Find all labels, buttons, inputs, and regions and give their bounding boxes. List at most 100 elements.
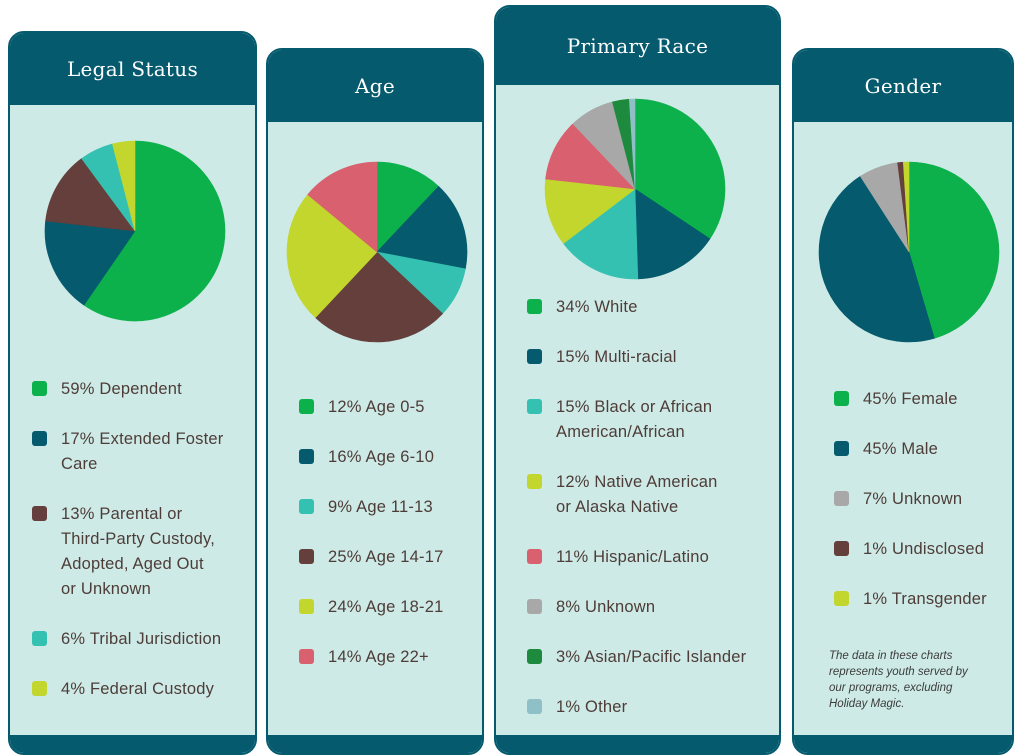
age-legend: 12% Age 0-5 16% Age 6-10 9% Age 11-13 25% A… — [299, 395, 479, 675]
legend-swatch — [32, 631, 47, 646]
legend-item-1-undisclosed: 1% Undisclosed — [834, 537, 984, 562]
legend-label-line: 17% Extended Foster — [61, 430, 224, 448]
legend-swatch — [32, 506, 47, 521]
legend-item-3-asian-pacific-islander: 3% Asian/Pacific Islander — [527, 645, 746, 670]
legend-swatch — [527, 474, 542, 489]
legend-label-line: 45% Female — [863, 390, 958, 408]
legend-swatch — [32, 431, 47, 446]
legend-swatch — [527, 349, 542, 364]
legend-label-line: 9% Age 11-13 — [328, 498, 433, 516]
legend-swatch — [527, 549, 542, 564]
legend-item-4-federal-custody: 4% Federal Custody — [32, 677, 214, 702]
legend-swatch — [299, 549, 314, 564]
legend-item-59-dependent: 59% Dependent — [32, 377, 182, 402]
legend-item-45-female: 45% Female — [834, 387, 958, 412]
legend-item-15-black-or-african-american-african: 15% Black or African American/African — [527, 395, 712, 445]
legend-swatch — [527, 699, 542, 714]
legend-label-line: 25% Age 14-17 — [328, 548, 444, 566]
legend-label-line: 14% Age 22+ — [328, 648, 429, 666]
legend-label-line: 1% Undisclosed — [863, 540, 985, 558]
legend-item-7-unknown: 7% Unknown — [834, 487, 962, 512]
legend-item-1-other: 1% Other — [527, 695, 627, 720]
card-footer-bar — [10, 735, 255, 753]
card-footer-bar — [268, 735, 482, 753]
legend-label: 59% Dependent — [61, 377, 182, 402]
legend-label-line: Care — [61, 455, 98, 473]
legend-swatch — [299, 449, 314, 464]
legend-swatch — [527, 599, 542, 614]
footnote-line: our programs, excluding — [829, 682, 953, 694]
legend-label: 8% Unknown — [556, 595, 655, 620]
legend-label-line: 59% Dependent — [61, 380, 182, 398]
legend-swatch — [299, 399, 314, 414]
gender-legend: 45% Female 45% Male 7% Unknown 1% Undisclos… — [834, 387, 1010, 627]
legend-label: 15% Black or African American/African — [556, 395, 712, 445]
footnote-line: The data in these charts — [829, 650, 953, 662]
legend-swatch — [32, 381, 47, 396]
legend-label: 45% Female — [863, 387, 958, 412]
legend-swatch — [299, 649, 314, 664]
legend-label-line: 11% Hispanic/Latino — [556, 548, 710, 566]
pie-slice-1-other — [628, 98, 636, 190]
pie-slice-4-federal-custody — [112, 140, 136, 232]
legend-label-line: 45% Male — [863, 440, 938, 458]
legend-label: 4% Federal Custody — [61, 677, 214, 702]
legend-swatch — [834, 491, 849, 506]
legend-label: 12% Native American or Alaska Native — [556, 470, 718, 520]
pie-slice-16-age-6-10 — [376, 185, 468, 270]
legend-item-16-age-6-10: 16% Age 6-10 — [299, 445, 434, 470]
legend-label-line: Adopted, Aged Out — [61, 555, 204, 573]
legend-swatch — [527, 299, 542, 314]
legend-swatch — [834, 441, 849, 456]
legal-status-title: Legal Status — [10, 33, 255, 105]
legend-label: 16% Age 6-10 — [328, 445, 434, 470]
legend-label: 17% Extended Foster Care — [61, 427, 223, 477]
legend-label-line: 3% Asian/Pacific Islander — [556, 648, 747, 666]
legend-label-line: Third-Party Custody, — [61, 530, 216, 548]
footnote-line: Holiday Magic. — [829, 698, 905, 710]
legend-item-34-white: 34% White — [527, 295, 638, 320]
legend-swatch — [834, 541, 849, 556]
legend-label-line: 7% Unknown — [863, 490, 963, 508]
legend-label-line: or Unknown — [61, 580, 152, 598]
pie-slice-13-parental-or-third-party-custody-adopted-aged-out-or-unknown — [45, 158, 136, 232]
legend-label: 12% Age 0-5 — [328, 395, 425, 420]
legend-swatch — [527, 399, 542, 414]
pie-slice-17-extended-foster-care — [44, 220, 136, 306]
pie-slice-12-native-american-or-alaska-native — [544, 178, 636, 244]
pie-slice-59-dependent — [83, 140, 226, 322]
pie-slice-24-age-18-21 — [286, 194, 378, 319]
pie-slice-45-female — [908, 161, 1000, 339]
legend-label: 6% Tribal Jurisdiction — [61, 627, 221, 652]
legend-item-13-parental-or-third-party-custody-adopted-aged-out-or-unknown: 13% Parental or Third-Party Custody, Adopt… — [32, 502, 215, 602]
legal-status-pie — [44, 140, 226, 322]
legend-label-line: 8% Unknown — [556, 598, 656, 616]
legal-status-card: Legal Status 59% Dependent 17% Extended F… — [8, 31, 257, 755]
legend-label: 25% Age 14-17 — [328, 545, 443, 570]
gender-title: Gender — [794, 50, 1012, 122]
pie-slice-15-multi-racial — [634, 188, 711, 280]
legend-label: 14% Age 22+ — [328, 645, 429, 670]
legend-swatch — [834, 591, 849, 606]
legend-label: 1% Other — [556, 695, 627, 720]
legend-label-line: 1% Transgender — [863, 590, 987, 608]
gender-card: Gender 45% Female 45% Male 7% Unknown 1% Un… — [792, 48, 1014, 755]
legend-label: 45% Male — [863, 437, 938, 462]
legend-label-line: 34% White — [556, 298, 638, 316]
legend-item-25-age-14-17: 25% Age 14-17 — [299, 545, 443, 570]
legend-label: 1% Transgender — [863, 587, 987, 612]
pie-slice-12-age-0-5 — [376, 161, 440, 253]
legend-swatch — [299, 599, 314, 614]
legend-label: 34% White — [556, 295, 638, 320]
legend-item-24-age-18-21: 24% Age 18-21 — [299, 595, 443, 620]
legend-item-45-male: 45% Male — [834, 437, 938, 462]
legend-swatch — [834, 391, 849, 406]
legend-swatch — [527, 649, 542, 664]
legend-swatch — [32, 681, 47, 696]
legend-item-14-age-22: 14% Age 22+ — [299, 645, 429, 670]
legend-item-1-transgender: 1% Transgender — [834, 587, 987, 612]
pie-slice-25-age-14-17 — [314, 251, 444, 343]
legend-item-12-age-0-5: 12% Age 0-5 — [299, 395, 425, 420]
pie-slice-1-transgender — [902, 161, 910, 253]
age-title: Age — [268, 50, 482, 122]
